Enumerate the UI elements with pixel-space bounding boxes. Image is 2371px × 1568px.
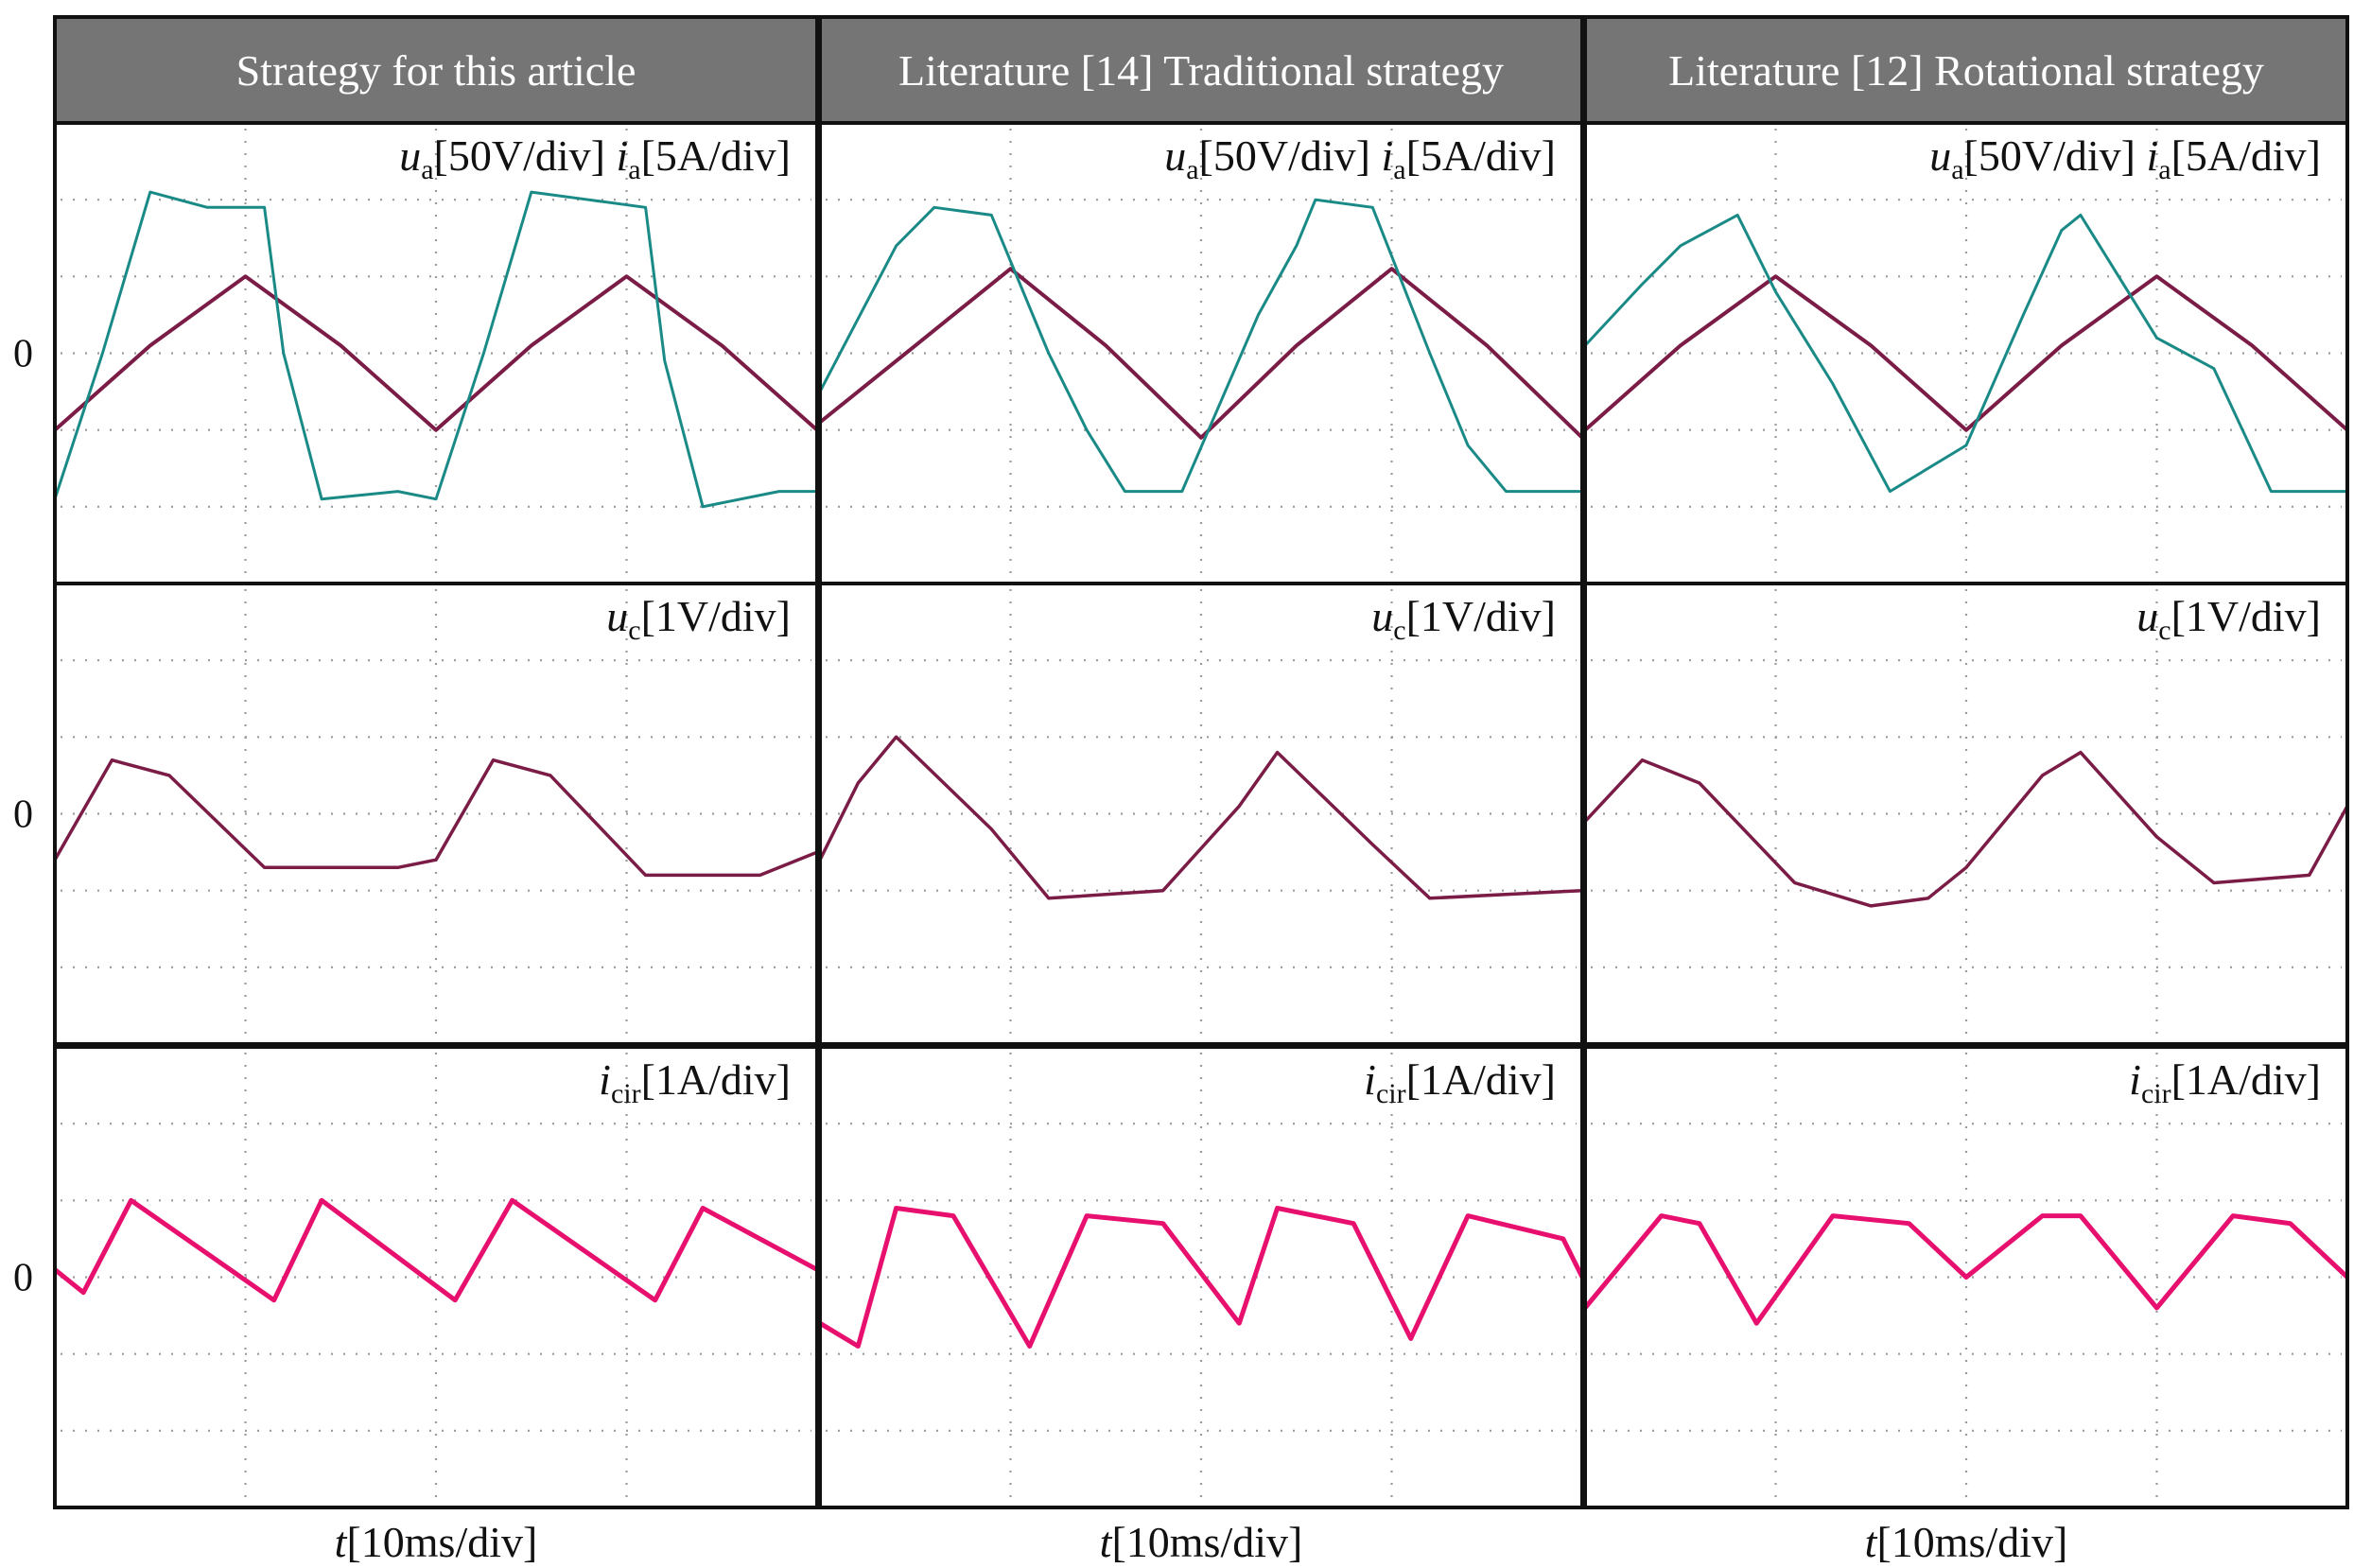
voltage-trace [1583, 213, 2347, 494]
scale-label-group: uc[1V/div] [1371, 592, 1556, 646]
scale-label-group: uc[1V/div] [2136, 592, 2321, 646]
grid [61, 1053, 811, 1502]
channel-scale-label: icir[1A/div] [599, 1055, 791, 1109]
grid [826, 589, 1577, 1038]
panel-this-article-uc: uc[1V/div] [53, 582, 819, 1046]
column-title: Strategy for this article [236, 46, 636, 95]
x-axis-label: t[10ms/div] [335, 1518, 538, 1566]
panel-this-article-ua-ia: ua[50V/div] ia[5A/div] [53, 121, 819, 585]
x-axis-label: t[10ms/div] [1100, 1518, 1303, 1566]
grid [826, 129, 1577, 578]
panel-background [820, 123, 1582, 584]
column-header-this-article: Strategy for this article [53, 15, 819, 125]
circulating-current-trace [1583, 1213, 2349, 1326]
panel-background [55, 584, 817, 1044]
scale-label-group: icir[1A/div] [1364, 1055, 1556, 1109]
header-background [1583, 15, 2349, 125]
channel-scale-label: uc[1V/div] [1371, 592, 1556, 646]
panel-background [820, 584, 1582, 1044]
column-header-rotational: Literature [12] Rotational strategy [1583, 15, 2349, 125]
header-background [53, 15, 819, 125]
grid [61, 589, 811, 1038]
capacitor-voltage-trace [818, 735, 1583, 900]
channel-scale-label: icir[1A/div] [1364, 1055, 1556, 1109]
panel-this-article-icir: icir[1A/div] [53, 1045, 819, 1509]
circulating-current-trace [53, 1197, 819, 1303]
panel-frame [818, 1045, 1584, 1509]
panel-background [55, 1047, 817, 1507]
zero-level-label: 0 [13, 793, 33, 837]
channel-scale-label: uc[1V/div] [606, 592, 791, 646]
scale-label-group: ua[50V/div] ia[5A/div] [1164, 131, 1556, 185]
waveform-panels: ua[50V/div] ia[5A/div] uc[1V/div] icir[1A/… [53, 121, 2349, 1509]
scale-label-group: icir[1A/div] [599, 1055, 791, 1109]
header-background [818, 15, 1584, 125]
channel-scale-label: ua[50V/div] ia[5A/div] [1164, 131, 1556, 185]
current-trace [818, 267, 1584, 440]
panel-rotational-icir: icir[1A/div] [1583, 1045, 2349, 1509]
panel-frame [818, 582, 1584, 1046]
panel-frame [1583, 582, 2349, 1046]
grid [1591, 589, 2342, 1038]
panel-background [55, 123, 817, 584]
grid [1591, 129, 2342, 578]
panel-rotational-uc: uc[1V/div] [1583, 582, 2349, 1046]
zero-labels: 0 0 0 [13, 333, 33, 1300]
channel-scale-label: icir[1A/div] [2129, 1055, 2321, 1109]
scale-label-group: icir[1A/div] [2129, 1055, 2321, 1109]
current-trace [53, 274, 819, 432]
grid [1591, 1053, 2342, 1502]
column-title: Literature [12] Rotational strategy [1668, 46, 2264, 95]
x-axis-labels: t[10ms/div] t[10ms/div] t[10ms/div] [335, 1518, 2068, 1566]
column-title: Literature [14] Traditional strategy [898, 46, 1504, 95]
panel-traditional-ua-ia: ua[50V/div] ia[5A/div] [818, 121, 1584, 585]
voltage-trace [818, 198, 1582, 494]
current-trace [1583, 274, 2349, 432]
scale-label-group: uc[1V/div] [606, 592, 791, 646]
capacitor-voltage-trace [1583, 750, 2349, 908]
channel-scale-label: ua[50V/div] ia[5A/div] [1929, 131, 2321, 185]
scale-label-group: ua[50V/div] ia[5A/div] [399, 131, 791, 185]
voltage-trace [53, 190, 817, 509]
zero-level-label: 0 [13, 333, 33, 376]
x-axis-label: t[10ms/div] [1865, 1518, 2068, 1566]
zero-level-label: 0 [13, 1257, 33, 1300]
column-header-traditional: Literature [14] Traditional strategy [818, 15, 1584, 125]
panel-frame [53, 582, 819, 1046]
panel-traditional-uc: uc[1V/div] [818, 582, 1584, 1046]
column-headers: Strategy for this article Literature [14]… [53, 15, 2349, 125]
capacitor-voltage-trace [53, 758, 818, 878]
circulating-current-trace [818, 1206, 1585, 1349]
panel-background [1585, 123, 2347, 584]
panel-traditional-icir: icir[1A/div] [818, 1045, 1585, 1509]
channel-scale-label: uc[1V/div] [2136, 592, 2321, 646]
panel-rotational-ua-ia: ua[50V/div] ia[5A/div] [1583, 121, 2349, 585]
scale-label-group: ua[50V/div] ia[5A/div] [1929, 131, 2321, 185]
channel-scale-label: ua[50V/div] ia[5A/div] [399, 131, 791, 185]
panel-frame [1583, 1045, 2349, 1509]
panel-frame [53, 1045, 819, 1509]
grid [826, 1053, 1577, 1502]
panel-background [1585, 584, 2347, 1044]
